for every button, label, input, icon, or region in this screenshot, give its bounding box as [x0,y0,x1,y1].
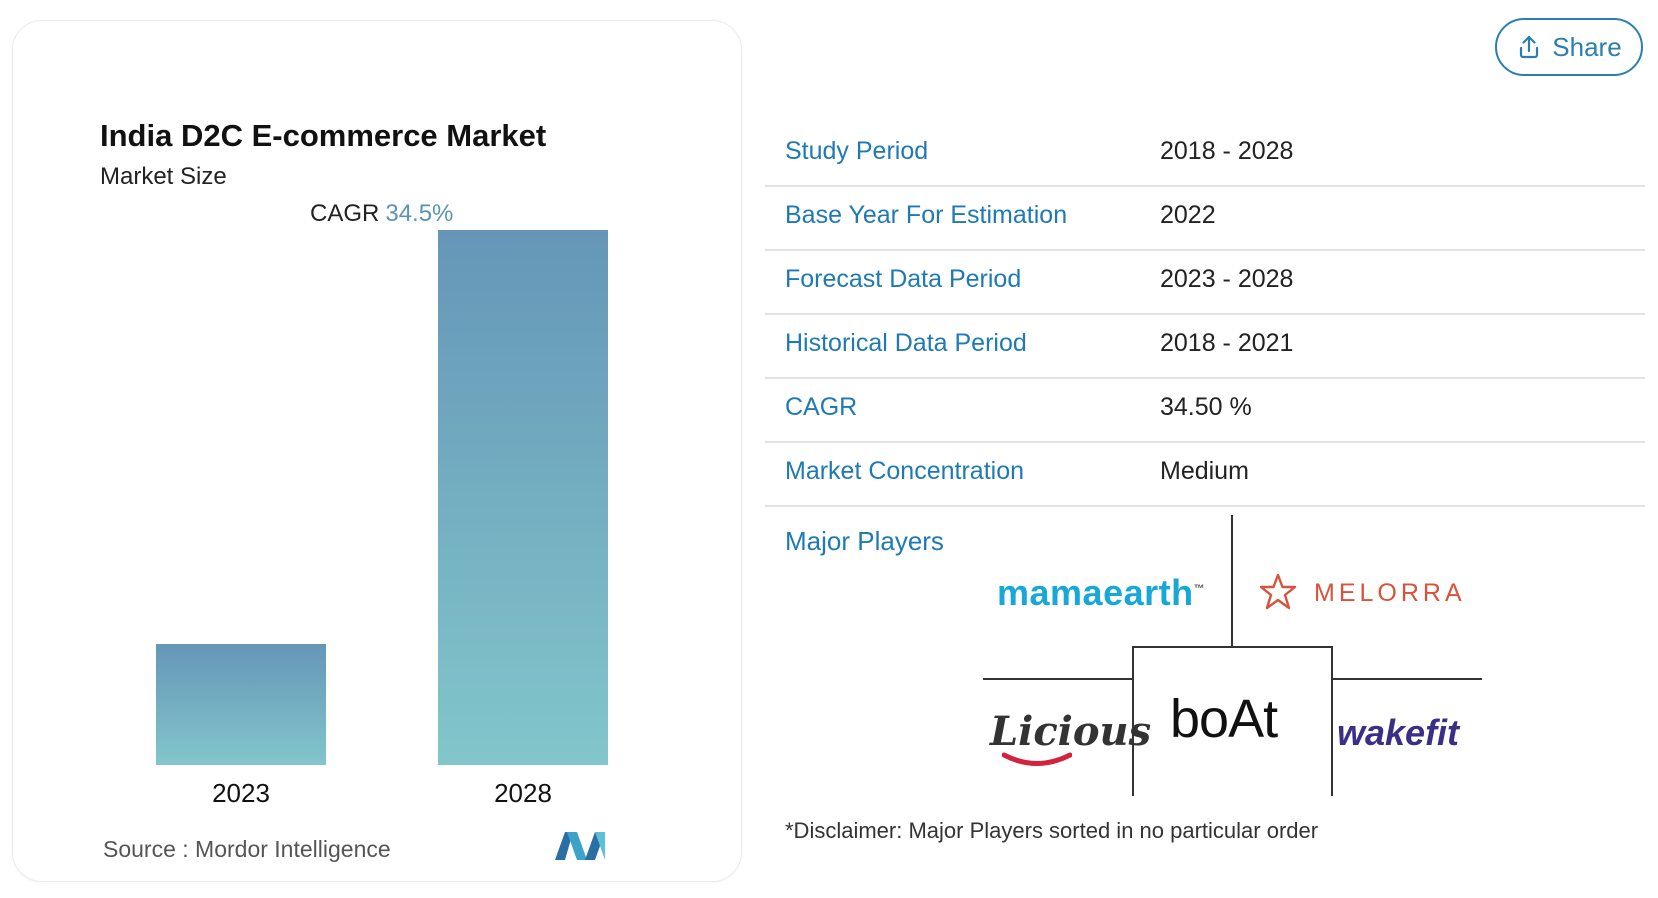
bar-2028 [438,230,608,765]
star-icon [1259,573,1297,610]
row-key: CAGR [785,393,858,421]
share-button[interactable]: Share [1495,18,1643,76]
row-key: Historical Data Period [785,329,1027,357]
table-row: Base Year For Estimation 2022 [765,187,1645,251]
share-label: Share [1552,31,1622,62]
row-key: Base Year For Estimation [785,201,1068,229]
mamaearth-text: mamaearth [997,572,1194,613]
divider [983,678,1133,680]
mamaearth-logo: mamaearth™ [997,572,1205,614]
divider [1132,646,1134,796]
table-row: Market Concentration Medium [765,443,1645,507]
source-text: Source : Mordor Intelligence [103,836,391,862]
row-key: Market Concentration [785,457,1025,485]
wakefit-logo: wakefit [1337,712,1459,754]
market-chart-card [12,20,742,882]
cagr-value: 34.5% [385,200,454,227]
upload-icon [1520,35,1539,59]
x-tick-label: 2028 [494,778,552,808]
row-value: 2022 [1160,201,1216,229]
divider [1231,515,1233,647]
row-value: Medium [1160,457,1249,485]
divider [1331,678,1482,680]
row-value: 2018 - 2021 [1160,329,1294,357]
melorra-text: MELORRA [1314,578,1466,607]
row-value: 2018 - 2028 [1160,137,1294,165]
row-value: 34.50 % [1160,393,1252,421]
disclaimer-text: *Disclaimer: Major Players sorted in no … [785,818,1319,843]
mordor-intelligence-logo-icon [555,832,605,860]
market-info-table: Study Period 2018 - 2028 Base Year For E… [765,123,1645,507]
chart-title: India D2C E-commerce Market [100,118,547,153]
table-row: Forecast Data Period 2023 - 2028 [765,251,1645,315]
licious-logo: Licious [990,708,1152,766]
row-key: Study Period [785,137,929,165]
divider [1331,646,1333,796]
table-row: Historical Data Period 2018 - 2021 [765,315,1645,379]
boat-text: boAt [1170,689,1278,749]
major-players-title: Major Players [785,526,944,556]
row-key: Forecast Data Period [785,265,1022,293]
bar-2023 [156,644,326,765]
licious-smile-icon [1002,752,1072,766]
cagr-label: CAGR [310,200,380,227]
row-value: 2023 - 2028 [1160,265,1294,293]
divider [1132,646,1333,648]
melorra-logo: MELORRA [1258,573,1466,613]
chart-subtitle: Market Size [100,163,227,190]
trademark-mark: ™ [1193,583,1206,595]
boat-logo: boAt [1170,688,1278,750]
table-row: Study Period 2018 - 2028 [765,123,1645,187]
x-tick-label: 2023 [212,778,270,808]
table-row: CAGR 34.50 % [765,379,1645,443]
licious-text: Licious [990,708,1152,755]
wakefit-text: wakefit [1337,712,1460,753]
cagr-annotation: CAGR 34.5% [310,200,453,228]
